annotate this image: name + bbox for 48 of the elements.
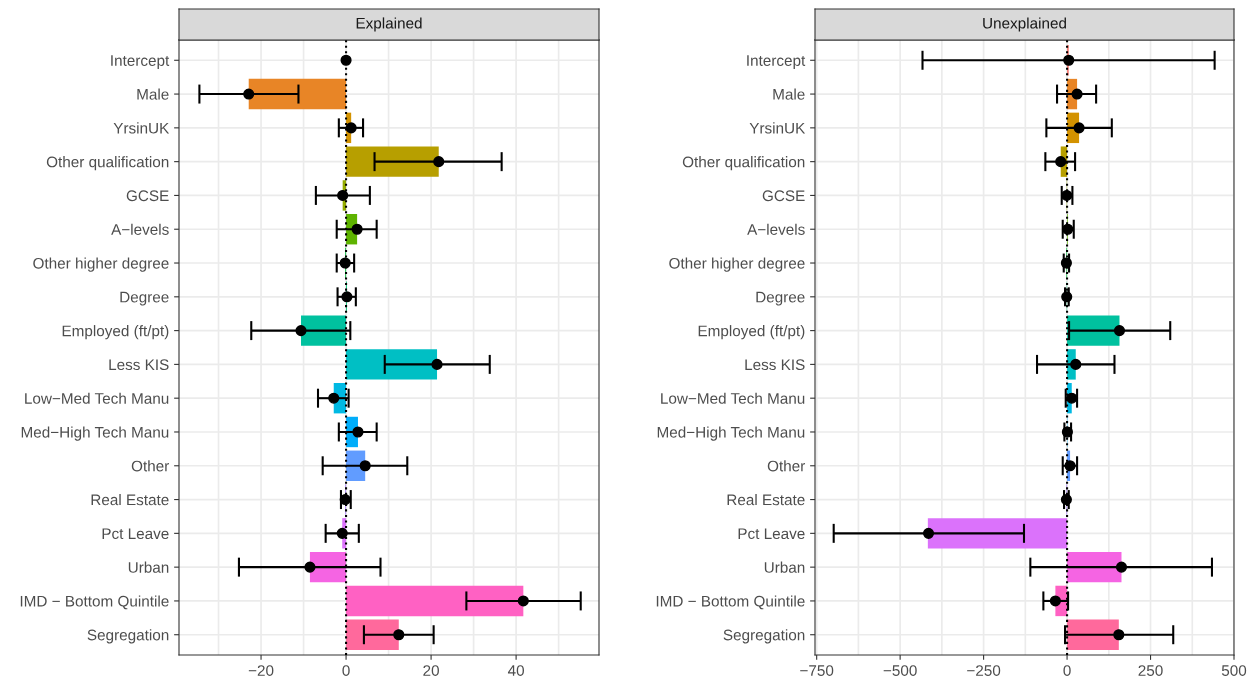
- y-tick-label: Low−Med Tech Manu: [661, 392, 805, 404]
- x-tick-label: 0: [1063, 665, 1071, 676]
- x-tick-label: 0: [342, 665, 350, 676]
- y-tick-label: Less KIS: [109, 359, 169, 371]
- y-tick-label: Other higher degree: [33, 257, 169, 272]
- y-tick-label: Low−Med Tech Manu: [25, 392, 169, 404]
- y-tick-label: IMD − Bottom Quintile: [656, 595, 805, 610]
- x-tick-label: −20: [248, 665, 274, 676]
- y-tick-label: YrsinUK: [113, 122, 170, 134]
- y-tick-label: Urban: [128, 561, 169, 573]
- y-tick-label: Med−High Tech Manu: [21, 426, 169, 441]
- x-tick-label: −750: [800, 665, 834, 676]
- y-tick-label: Real Estate: [91, 494, 169, 506]
- y-tick-label: GCSE: [126, 190, 169, 202]
- y-tick-label: Segregation: [87, 629, 169, 644]
- x-tick-label: −500: [883, 665, 917, 676]
- y-tick-label: Employed (ft/pt): [62, 325, 169, 340]
- y-tick-label: Pct Leave: [738, 528, 805, 540]
- y-tick-label: Urban: [764, 561, 805, 573]
- y-tick-label: Male: [137, 88, 169, 100]
- y-tick-label: Other qualification: [682, 156, 805, 171]
- y-tick-label: Pct Leave: [102, 528, 169, 540]
- y-tick-label: Degree: [120, 291, 169, 306]
- x-tick-label: 250: [1138, 665, 1163, 676]
- y-tick-label: Degree: [756, 291, 805, 306]
- y-tick-label: Other qualification: [46, 156, 169, 171]
- chart-title: Explained: [356, 17, 422, 32]
- x-tick-label: 20: [423, 665, 439, 676]
- y-tick-label: Med−High Tech Manu: [657, 426, 805, 441]
- y-tick-label: A−levels: [111, 223, 169, 235]
- y-tick-label: Segregation: [723, 629, 805, 644]
- y-tick-label: IMD − Bottom Quintile: [20, 595, 169, 610]
- y-tick-label: A−levels: [747, 223, 805, 235]
- x-tick-label: 40: [507, 665, 525, 676]
- y-tick-label: YrsinUK: [749, 122, 806, 134]
- y-tick-label: Other: [131, 460, 170, 472]
- y-tick-label: Real Estate: [727, 494, 805, 506]
- y-tick-label: Intercept: [111, 55, 170, 69]
- y-tick-label: Intercept: [747, 55, 806, 69]
- y-tick-label: Other higher degree: [669, 257, 805, 272]
- y-tick-label: Other: [767, 460, 806, 472]
- x-tick-label: −250: [967, 665, 1001, 676]
- y-tick-label: Employed (ft/pt): [698, 325, 805, 340]
- chart-title: Unexplained: [983, 17, 1066, 32]
- x-tick-label: 500: [1221, 665, 1247, 676]
- y-tick-label: Male: [773, 88, 805, 100]
- y-tick-label: GCSE: [762, 190, 805, 202]
- y-tick-label: Less KIS: [745, 359, 805, 371]
